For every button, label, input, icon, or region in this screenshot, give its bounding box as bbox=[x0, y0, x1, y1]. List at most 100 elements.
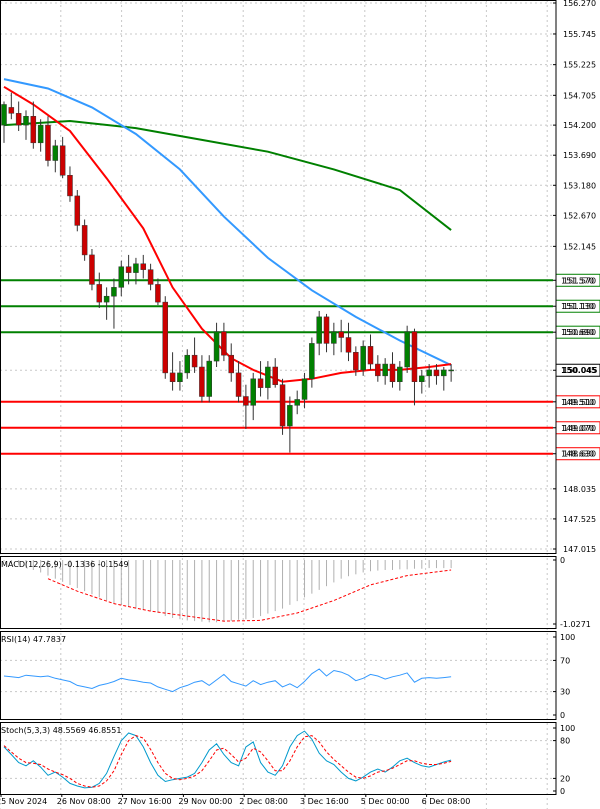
candle-body bbox=[81, 225, 88, 256]
candle-body bbox=[74, 195, 81, 226]
level-label: 150.690 bbox=[561, 328, 594, 337]
y-tick-label: 153.690 bbox=[563, 151, 596, 160]
x-tick-label: 27 Nov 16:00 bbox=[118, 797, 172, 806]
x-tick-label: 6 Dec 08:00 bbox=[422, 797, 471, 806]
candle-body bbox=[279, 384, 286, 427]
moving-average-line-1 bbox=[3, 119, 452, 231]
y-tick-label: 100 bbox=[560, 633, 575, 642]
panel-frame bbox=[0, 631, 557, 720]
y-tick-label: 152.670 bbox=[563, 211, 596, 220]
candle-body bbox=[1, 104, 7, 126]
candle-body bbox=[184, 354, 190, 374]
candle-body bbox=[89, 254, 95, 285]
y-tick-label: 0 bbox=[560, 787, 565, 796]
y-tick-label: 0 bbox=[560, 556, 565, 565]
y-tick-label: 151.570 bbox=[563, 276, 596, 285]
candle-body bbox=[111, 287, 117, 297]
candle-body bbox=[125, 266, 132, 273]
y-tick-label: 151.130 bbox=[563, 302, 596, 311]
candle-body bbox=[59, 145, 66, 176]
level-label: 149.510 bbox=[561, 398, 594, 407]
rsi-line bbox=[3, 668, 452, 693]
candle-body bbox=[8, 107, 15, 114]
candle-body bbox=[147, 269, 154, 285]
y-tick-label: 156.270 bbox=[563, 0, 596, 8]
y-tick-label: 154.200 bbox=[563, 121, 596, 130]
rsi-panel: 100 70 30 0 RSI(14) 47.7837 bbox=[0, 633, 575, 720]
x-tick-label: 3 Dec 16:00 bbox=[300, 797, 349, 806]
level-label: 148.630 bbox=[561, 450, 594, 459]
candle-body bbox=[272, 366, 278, 385]
y-tick-label: 70 bbox=[560, 656, 570, 665]
candle-body bbox=[103, 295, 110, 303]
y-tick-label: 148.630 bbox=[563, 450, 596, 459]
x-tick-label: 25 Nov 2024 bbox=[0, 797, 47, 806]
candle-body bbox=[265, 366, 271, 388]
candle-body bbox=[323, 316, 330, 344]
candle-body bbox=[140, 263, 147, 270]
y-tick-label: 154.705 bbox=[563, 91, 596, 100]
candle-body bbox=[287, 405, 293, 427]
candle-body bbox=[45, 124, 51, 161]
y-tick-label: 147.525 bbox=[563, 515, 596, 524]
y-tick-label: 150.045 bbox=[563, 366, 596, 375]
panel-frames bbox=[0, 0, 557, 795]
stoch-main-line bbox=[3, 730, 452, 789]
candle-body bbox=[133, 263, 139, 273]
x-tick-label: 26 Nov 08:00 bbox=[57, 797, 111, 806]
y-tick-label: 20 bbox=[560, 774, 570, 783]
level-label: 149.070 bbox=[561, 424, 594, 433]
time-axis: 25 Nov 2024 26 Nov 08:00 27 Nov 16:00 29 No… bbox=[0, 794, 470, 806]
candle-body bbox=[30, 116, 37, 144]
candle-body bbox=[250, 378, 256, 406]
candle-body bbox=[411, 331, 418, 382]
stoch-label: Stoch(5,3,3) 48.5569 46.8551 bbox=[1, 726, 121, 735]
candle-body bbox=[375, 363, 381, 377]
candle-body bbox=[397, 366, 403, 382]
y-tick-label: 80 bbox=[560, 737, 570, 746]
candle-body bbox=[345, 337, 352, 353]
y-tick-label: 0 bbox=[560, 711, 565, 720]
candle-body bbox=[23, 116, 29, 126]
candle-body bbox=[177, 372, 183, 382]
candle-body bbox=[243, 396, 249, 406]
y-tick-label: 147.015 bbox=[563, 545, 596, 554]
y-tick-label: 148.035 bbox=[563, 485, 596, 494]
y-tick-label: 149.510 bbox=[563, 398, 596, 407]
candle-body bbox=[235, 372, 242, 397]
candle-body bbox=[301, 378, 308, 400]
y-tick-label: 155.745 bbox=[563, 30, 596, 39]
x-tick-label: 29 Nov 00:00 bbox=[178, 797, 232, 806]
panel-frame bbox=[0, 556, 557, 629]
y-tick-label: 149.070 bbox=[563, 424, 596, 433]
panel-frame bbox=[0, 0, 557, 554]
stoch-panel: 100 80 20 0 Stoch(5,3,3) 48.5569 46.8551 bbox=[0, 724, 575, 796]
candle-body bbox=[213, 331, 220, 362]
candle-body bbox=[309, 343, 315, 380]
candle-body bbox=[118, 266, 125, 288]
macd-label: MACD(12,26,9) -0.1336 -0.1549 bbox=[1, 560, 129, 569]
candle-body bbox=[199, 366, 205, 397]
candle-body bbox=[382, 363, 388, 377]
candle-body bbox=[52, 145, 59, 161]
x-tick-label: 5 Dec 00:00 bbox=[361, 797, 410, 806]
candle-body bbox=[228, 354, 234, 374]
y-tick-label: 100 bbox=[560, 724, 575, 733]
candle-body bbox=[433, 369, 440, 377]
candle-body bbox=[257, 378, 264, 388]
candle-body bbox=[294, 399, 300, 406]
candle-body bbox=[15, 113, 22, 126]
candle-body bbox=[331, 331, 337, 344]
candle-body bbox=[67, 175, 73, 197]
candle-body bbox=[169, 372, 176, 382]
candle-body bbox=[37, 124, 44, 144]
y-tick-label: 152.145 bbox=[563, 242, 596, 251]
candle-body bbox=[162, 301, 169, 374]
y-tick-label: -1.0271 bbox=[560, 620, 591, 629]
candle-body bbox=[426, 369, 432, 377]
y-tick-label: 155.225 bbox=[563, 61, 596, 70]
candle-body bbox=[96, 284, 103, 303]
moving-average-line-2 bbox=[3, 78, 452, 367]
stoch-signal-line bbox=[3, 735, 452, 788]
